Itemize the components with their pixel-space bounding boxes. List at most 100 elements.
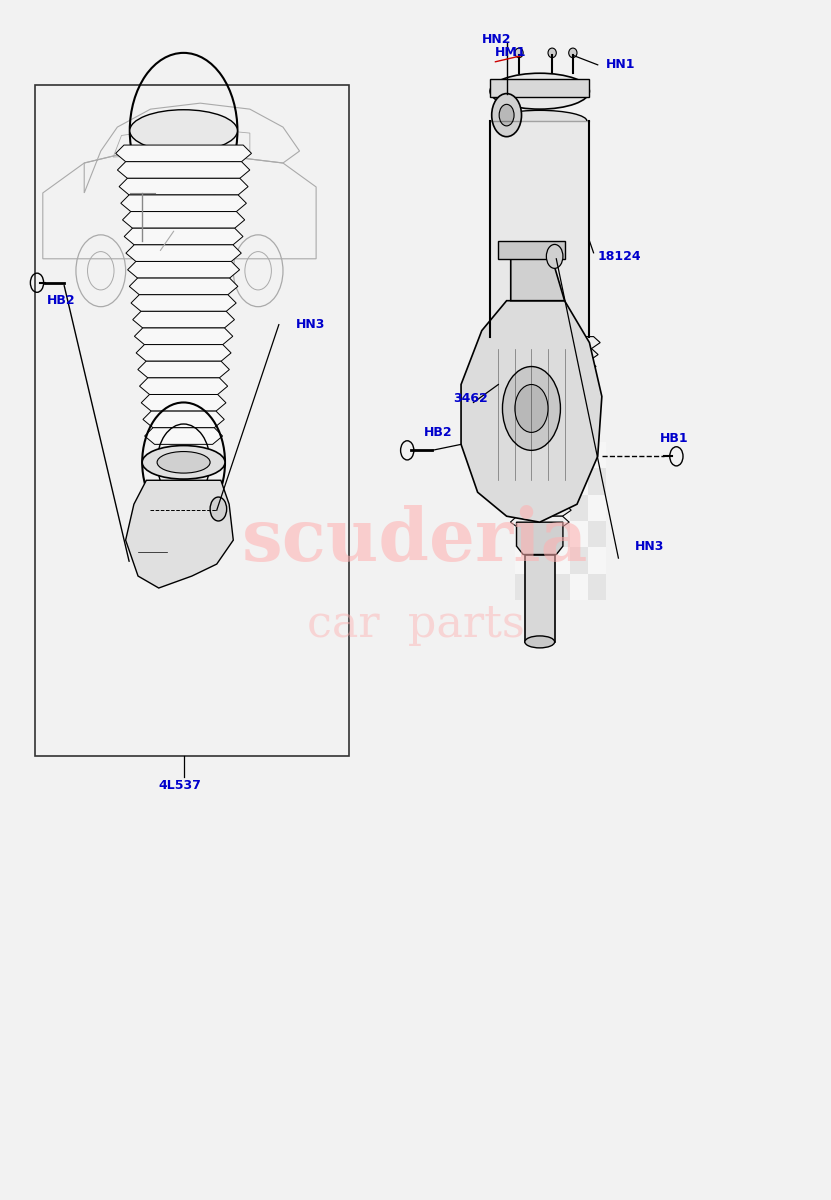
Polygon shape bbox=[136, 344, 231, 361]
Polygon shape bbox=[500, 456, 579, 468]
Circle shape bbox=[492, 94, 522, 137]
Polygon shape bbox=[506, 492, 573, 504]
Circle shape bbox=[499, 104, 514, 126]
Ellipse shape bbox=[142, 445, 225, 479]
Polygon shape bbox=[461, 301, 602, 522]
Polygon shape bbox=[509, 504, 571, 516]
Polygon shape bbox=[131, 295, 236, 311]
Text: HN1: HN1 bbox=[606, 59, 636, 71]
Circle shape bbox=[210, 497, 227, 521]
Text: HB2: HB2 bbox=[47, 294, 76, 307]
Polygon shape bbox=[145, 427, 223, 444]
Polygon shape bbox=[511, 259, 564, 301]
Polygon shape bbox=[135, 328, 233, 344]
Bar bbox=[569, 494, 588, 521]
Polygon shape bbox=[126, 245, 241, 262]
Bar bbox=[515, 547, 534, 574]
Polygon shape bbox=[494, 420, 586, 432]
Bar bbox=[515, 494, 534, 521]
Ellipse shape bbox=[493, 326, 587, 347]
Polygon shape bbox=[143, 412, 224, 427]
Polygon shape bbox=[120, 194, 247, 211]
Ellipse shape bbox=[515, 48, 524, 58]
Text: scuderia: scuderia bbox=[243, 505, 588, 576]
Polygon shape bbox=[128, 262, 239, 278]
Ellipse shape bbox=[493, 110, 587, 132]
Ellipse shape bbox=[525, 636, 554, 648]
Polygon shape bbox=[490, 79, 589, 97]
Polygon shape bbox=[479, 337, 600, 348]
Bar bbox=[534, 468, 551, 494]
Bar bbox=[569, 468, 588, 494]
Bar bbox=[551, 468, 569, 494]
Bar bbox=[588, 521, 606, 547]
Text: HN3: HN3 bbox=[635, 540, 664, 553]
Polygon shape bbox=[504, 480, 575, 492]
Text: HB1: HB1 bbox=[660, 432, 688, 445]
Bar bbox=[515, 521, 534, 547]
Bar bbox=[551, 547, 569, 574]
Bar bbox=[588, 494, 606, 521]
Ellipse shape bbox=[568, 48, 577, 58]
Polygon shape bbox=[496, 432, 583, 444]
Text: 18124: 18124 bbox=[597, 250, 642, 263]
Text: HM1: HM1 bbox=[495, 47, 527, 59]
Bar bbox=[534, 521, 551, 547]
Circle shape bbox=[503, 366, 560, 450]
Polygon shape bbox=[117, 162, 250, 179]
Polygon shape bbox=[481, 348, 598, 360]
Text: 4L537: 4L537 bbox=[159, 779, 202, 792]
Polygon shape bbox=[125, 480, 234, 588]
Ellipse shape bbox=[157, 451, 210, 473]
Polygon shape bbox=[525, 554, 554, 642]
Polygon shape bbox=[141, 395, 226, 412]
Polygon shape bbox=[130, 278, 238, 295]
Polygon shape bbox=[517, 522, 563, 554]
Bar bbox=[534, 494, 551, 521]
Text: car  parts: car parts bbox=[307, 602, 524, 646]
Bar bbox=[588, 547, 606, 574]
Bar bbox=[569, 442, 588, 468]
Text: 3462: 3462 bbox=[453, 392, 488, 406]
Polygon shape bbox=[492, 408, 588, 420]
Bar bbox=[569, 574, 588, 600]
Bar bbox=[569, 547, 588, 574]
Bar bbox=[588, 574, 606, 600]
Polygon shape bbox=[485, 372, 594, 384]
Polygon shape bbox=[484, 360, 596, 372]
Polygon shape bbox=[140, 378, 228, 395]
Polygon shape bbox=[116, 145, 252, 162]
Bar bbox=[588, 468, 606, 494]
Bar bbox=[515, 442, 534, 468]
Polygon shape bbox=[122, 211, 244, 228]
Text: HN3: HN3 bbox=[295, 318, 325, 331]
Polygon shape bbox=[489, 396, 590, 408]
Ellipse shape bbox=[130, 109, 238, 151]
Bar bbox=[588, 442, 606, 468]
Polygon shape bbox=[119, 179, 248, 194]
Bar bbox=[569, 521, 588, 547]
Polygon shape bbox=[498, 444, 582, 456]
Bar bbox=[551, 442, 569, 468]
Ellipse shape bbox=[548, 48, 556, 58]
Polygon shape bbox=[124, 228, 243, 245]
Text: HN2: HN2 bbox=[482, 34, 511, 46]
Circle shape bbox=[546, 245, 563, 269]
Bar bbox=[35, 85, 349, 756]
Polygon shape bbox=[490, 121, 589, 337]
Polygon shape bbox=[499, 241, 564, 259]
Bar bbox=[551, 494, 569, 521]
Polygon shape bbox=[133, 311, 234, 328]
Bar bbox=[534, 574, 551, 600]
Circle shape bbox=[515, 384, 548, 432]
Bar bbox=[534, 442, 551, 468]
Bar bbox=[515, 574, 534, 600]
Polygon shape bbox=[138, 361, 229, 378]
Ellipse shape bbox=[490, 73, 589, 109]
Bar bbox=[515, 468, 534, 494]
Bar bbox=[534, 547, 551, 574]
Polygon shape bbox=[510, 516, 569, 528]
Polygon shape bbox=[502, 468, 578, 480]
Bar bbox=[551, 521, 569, 547]
Text: HB2: HB2 bbox=[424, 426, 452, 439]
